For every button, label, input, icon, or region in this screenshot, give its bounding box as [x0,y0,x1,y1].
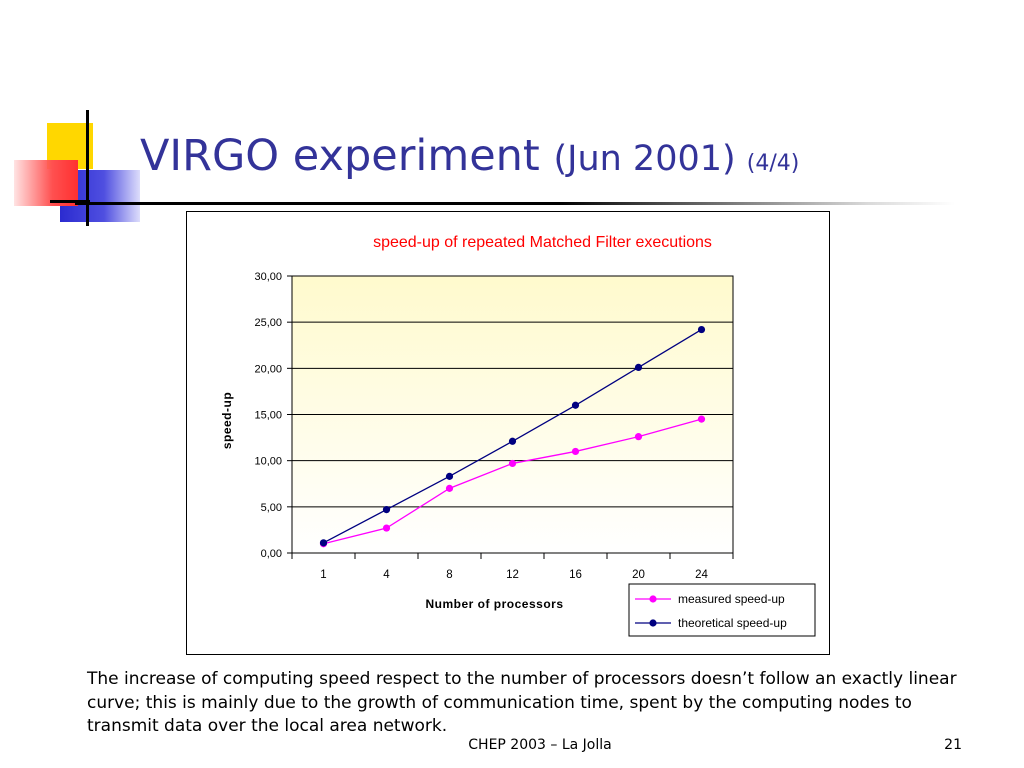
data-point [382,524,391,532]
footer-conference: CHEP 2003 – La Jolla [468,737,612,753]
title-main: VIRGO experiment [140,131,554,181]
data-point [508,459,517,468]
deco-red-square [14,160,78,206]
x-tick-label: 16 [569,569,582,581]
title-date: (Jun 2001) [553,139,747,179]
y-tick-label: 15,00 [254,410,282,422]
data-point [634,433,643,441]
title-page-indicator: (4/4) [746,151,800,176]
legend-label: measured speed-up [678,592,785,606]
data-point [571,401,580,409]
y-tick-label: 25,00 [254,317,282,329]
x-tick-label: 4 [383,569,390,581]
chart-title: speed-up of repeated Matched Filter exec… [373,234,712,251]
slide-title: VIRGO experiment (Jun 2001) (4/4) [140,135,799,178]
y-tick-label: 10,00 [254,456,282,468]
legend-box [628,583,816,637]
data-point [445,472,454,480]
speedup-chart: speed-up of repeated Matched Filter exec… [220,234,816,637]
deco-vertical-line [86,110,89,226]
title-underline [75,202,955,205]
x-tick-label: 24 [695,569,708,581]
footer-page-number: 21 [944,737,962,753]
legend-label: theoretical speed-up [678,616,787,630]
data-point [571,447,580,456]
chart-frame: speed-up of repeated Matched Filter exec… [186,211,830,655]
data-point [634,363,643,372]
legend-swatch-marker [649,595,657,603]
legend-swatch-marker [649,619,657,627]
y-axis-label: speed-up [220,392,234,449]
y-tick-label: 5,00 [261,502,282,514]
data-point [508,437,517,445]
deco-horizontal-line [50,200,90,203]
x-tick-label: 12 [506,569,519,581]
data-point [319,539,328,547]
data-point [697,325,706,334]
x-axis-label: Number of processors [425,597,563,611]
y-tick-label: 30,00 [254,271,282,283]
x-tick-label: 8 [446,569,452,581]
data-point [382,506,391,514]
x-tick-label: 1 [320,569,326,581]
data-point [697,415,706,423]
y-tick-label: 0,00 [261,548,282,560]
x-tick-label: 20 [632,569,645,581]
y-tick-label: 20,00 [254,363,282,375]
data-point [445,484,454,492]
caption-text: The increase of computing speed respect … [87,669,957,736]
